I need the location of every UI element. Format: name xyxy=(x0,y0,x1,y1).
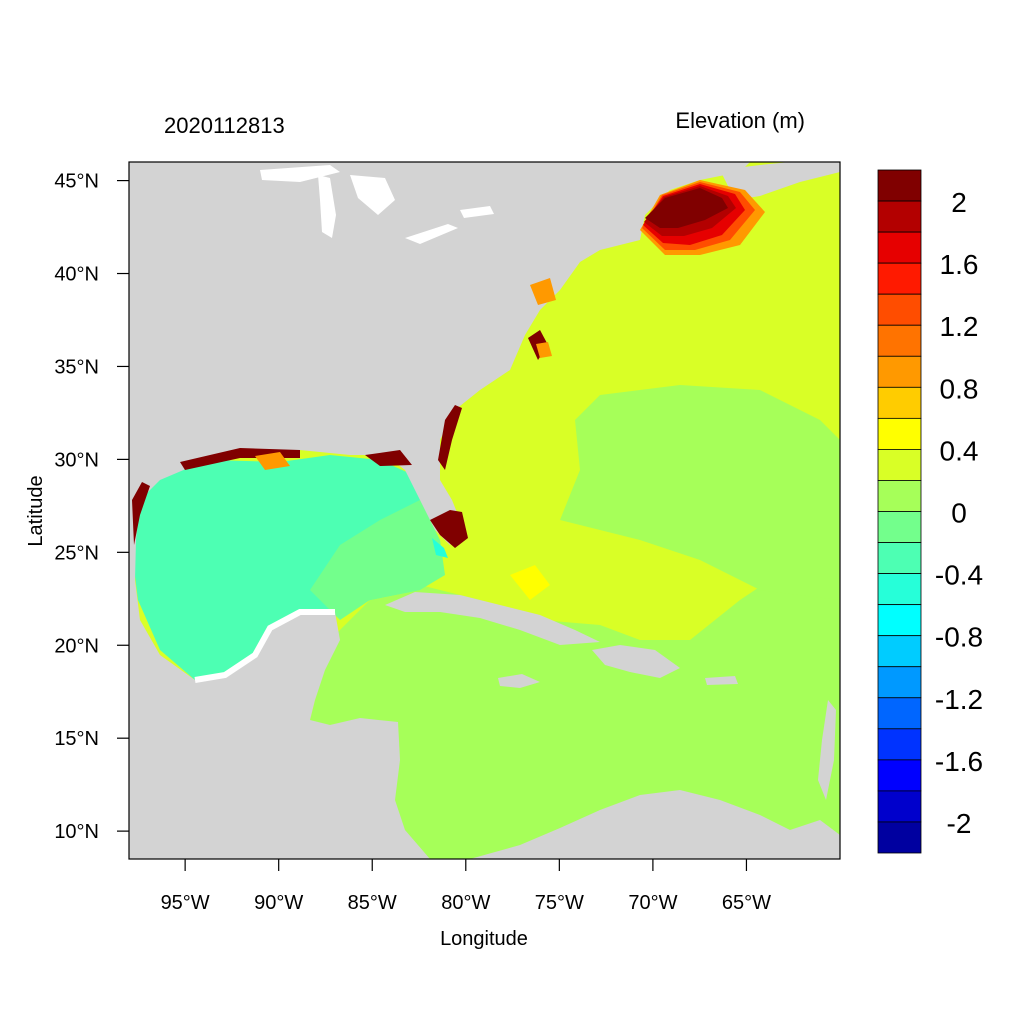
lon-tick-label: 65°W xyxy=(722,892,771,914)
map-plot-area xyxy=(129,162,840,859)
south-america-land xyxy=(470,790,840,859)
colorbar-swatch xyxy=(877,449,922,481)
y-axis-label: Latitude xyxy=(25,475,47,546)
colorbar-swatch xyxy=(877,169,922,202)
gulf-elevation-field xyxy=(133,455,440,680)
colorbar-label: 0 xyxy=(951,498,967,529)
surge-features xyxy=(132,180,765,600)
colorbar-label: -0.8 xyxy=(935,622,983,653)
central-america-land xyxy=(129,718,430,859)
gulf-transition-field xyxy=(310,500,445,620)
louisiana-surge xyxy=(180,448,300,470)
colorbar: 2 1.6 1.2 0.8 0.4 0 -0.4 -0.8 -1.2 -1.6 -2 xyxy=(877,169,983,854)
colorbar-swatch xyxy=(877,355,922,388)
lake-superior xyxy=(260,165,340,182)
lat-tick-label: 15°N xyxy=(54,728,99,750)
big-bend-surge xyxy=(365,450,412,466)
colorbar-swatch xyxy=(877,293,922,326)
hispaniola-land xyxy=(592,645,680,678)
bahamas-high xyxy=(510,565,550,600)
colorbar-swatch xyxy=(877,480,922,512)
colorbar-label: 1.2 xyxy=(940,311,979,342)
colorbar-swatch xyxy=(877,666,922,699)
lat-tick-label: 45°N xyxy=(54,171,99,193)
yucatan-coast-outline xyxy=(194,609,335,683)
colorbar-swatch xyxy=(877,635,922,668)
colorbar-swatch xyxy=(877,262,922,295)
colorbar-swatch xyxy=(877,386,922,419)
colorbar-swatch xyxy=(877,573,922,606)
colorbar-swatch xyxy=(877,604,922,637)
map-frame xyxy=(128,161,841,860)
colorbar-swatch xyxy=(877,697,922,730)
nova-scotia-land xyxy=(720,162,840,200)
lat-tick-label: 40°N xyxy=(54,264,99,286)
jamaica-land xyxy=(498,674,540,688)
lesser-antilles-land xyxy=(818,700,836,800)
lat-tick-label: 25°N xyxy=(54,542,99,564)
colorbar-swatch xyxy=(877,200,922,233)
colorbar-label: -2 xyxy=(947,808,972,839)
colorbar-label: 0.8 xyxy=(940,373,979,404)
lat-tick-label: 35°N xyxy=(54,356,99,378)
x-axis-label: Longitude xyxy=(440,928,528,950)
colorbar-swatch xyxy=(877,324,922,357)
north-america-land xyxy=(129,162,750,720)
lat-tick-label: 30°N xyxy=(54,449,99,471)
puerto-rico-land xyxy=(705,676,738,685)
colorbar-label: -0.4 xyxy=(935,560,983,591)
map-variable-title: Elevation (m) xyxy=(675,108,805,133)
colorbar-swatch xyxy=(877,511,922,543)
colorbar-label: -1.2 xyxy=(935,684,983,715)
map-date-title: 2020112813 xyxy=(164,113,285,138)
colorbar-swatch xyxy=(877,821,922,854)
texas-surge xyxy=(132,482,150,545)
lat-tick-label: 20°N xyxy=(54,635,99,657)
land-masses xyxy=(129,162,840,859)
colorbar-label: -1.6 xyxy=(935,746,983,777)
colorbar-label: 2 xyxy=(951,187,967,218)
colorbar-label: 1.6 xyxy=(940,249,979,280)
lat-tick-label: 10°N xyxy=(54,821,99,843)
lon-tick-label: 70°W xyxy=(628,892,677,914)
colorbar-label: 0.4 xyxy=(940,435,979,466)
colorbar-swatch xyxy=(877,790,922,823)
mid-atlantic-surge xyxy=(530,278,556,305)
great-lakes xyxy=(260,165,494,244)
lake-ontario xyxy=(460,206,494,218)
lon-tick-label: 95°W xyxy=(161,892,210,914)
lon-tick-label: 85°W xyxy=(348,892,397,914)
louisiana-orange xyxy=(255,452,290,470)
lon-tick-label: 80°W xyxy=(441,892,490,914)
mid-atlantic-elevation-field xyxy=(560,385,840,600)
colorbar-swatch xyxy=(877,728,922,761)
florida-keys-low xyxy=(432,538,448,558)
colorbar-swatch xyxy=(877,231,922,264)
cuba-land xyxy=(385,592,600,645)
colorbar-swatch xyxy=(877,417,922,450)
gulf-of-maine-surge-core xyxy=(645,188,728,228)
colorbar-swatch xyxy=(877,759,922,792)
map-axes: 95°W 90°W 85°W 80°W 75°W 70°W 65°W 45°N 40°N 35°N… xyxy=(54,171,771,914)
south-florida-surge xyxy=(430,510,468,548)
colorbar-swatch xyxy=(877,542,922,574)
lake-erie xyxy=(405,224,458,244)
lake-huron xyxy=(350,175,395,215)
lon-tick-label: 75°W xyxy=(535,892,584,914)
lake-michigan xyxy=(318,175,336,238)
north-carolina-orange xyxy=(536,342,552,358)
georgia-carolina-surge xyxy=(438,405,462,470)
lon-tick-label: 90°W xyxy=(254,892,303,914)
